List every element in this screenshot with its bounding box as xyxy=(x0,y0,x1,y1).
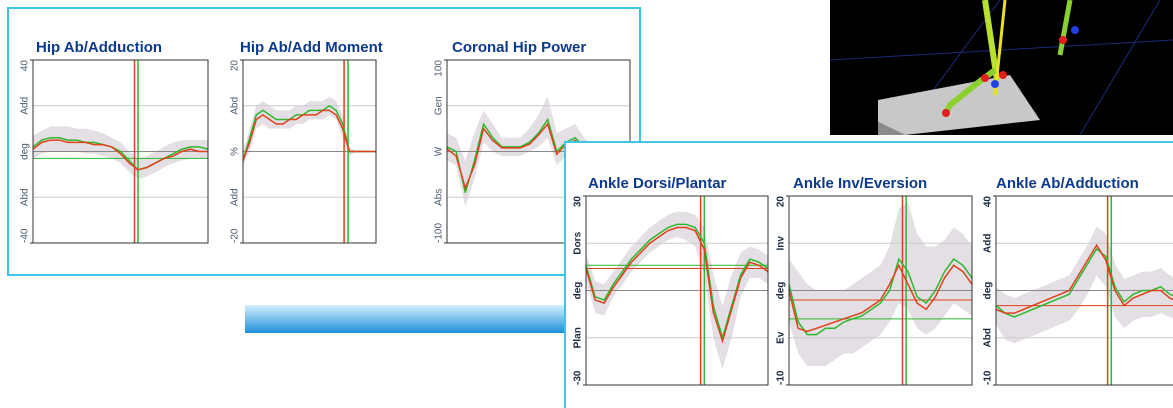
y-tick-label: -10 xyxy=(776,370,787,385)
chart-title: Coronal Hip Power xyxy=(452,39,586,56)
y-tick-label: Inv xyxy=(776,236,787,251)
normal-band xyxy=(243,96,376,166)
y-tick-label: -30 xyxy=(573,370,584,385)
chart: Ankle Dorsi/Plantar -30 Plan deg Dors 30 xyxy=(573,175,769,386)
chart-title: Ankle Inv/Eversion xyxy=(793,175,927,192)
chart-title: Hip Ab/Adduction xyxy=(36,39,162,56)
marker xyxy=(1071,26,1079,34)
y-tick-label: -10 xyxy=(983,370,994,385)
y-tick-label: Abs xyxy=(434,189,445,206)
chart: Ankle Ab/Adduction -10 Abd deg Add 40 xyxy=(983,175,1173,386)
plot-frame xyxy=(995,195,1173,386)
y-tick-label: -100 xyxy=(434,223,445,243)
gradient-bar xyxy=(245,305,570,333)
skeleton-view xyxy=(829,0,1173,136)
y-tick-label: deg xyxy=(20,143,31,160)
y-tick-label: Plan xyxy=(573,327,584,348)
y-tick-label: 40 xyxy=(20,60,31,72)
force-plate xyxy=(878,75,1040,135)
data-line xyxy=(788,263,973,333)
chart: Hip Ab/Add Moment -20 Add% Abd 20 xyxy=(230,39,383,244)
y-tick-label: 40 xyxy=(983,196,994,208)
force-plate-side xyxy=(878,122,905,135)
y-tick-label: deg xyxy=(573,282,584,300)
y-tick-label: -40 xyxy=(20,228,31,243)
data-line xyxy=(788,257,973,336)
data-line xyxy=(995,243,1173,314)
data-line xyxy=(32,139,208,171)
chart-title: Ankle Dorsi/Plantar xyxy=(588,175,727,192)
data-line xyxy=(32,137,209,171)
chart-title: Ankle Ab/Adduction xyxy=(996,175,1139,192)
marker xyxy=(999,71,1007,79)
data-line xyxy=(995,247,1173,318)
marker xyxy=(1059,36,1067,44)
floor-grid xyxy=(1079,0,1161,136)
y-tick-label: Abd xyxy=(230,97,241,115)
data-line xyxy=(585,223,769,341)
y-tick-label: Dors xyxy=(573,231,584,254)
normal-band xyxy=(789,202,972,367)
y-tick-label: 30 xyxy=(573,196,584,208)
y-tick-label: Gen xyxy=(434,96,445,115)
y-tick-label: Abd xyxy=(983,328,994,347)
marker xyxy=(991,80,999,88)
y-tick-label: Add xyxy=(983,234,994,253)
y-tick-label: Add xyxy=(230,188,241,206)
y-tick-label: Abd xyxy=(20,188,31,206)
y-tick-label: W xyxy=(434,146,445,156)
y-tick-label: -20 xyxy=(230,228,241,243)
y-tick-label: deg xyxy=(776,282,787,300)
plot-frame xyxy=(585,195,769,386)
marker xyxy=(981,74,989,82)
lower-panel: Ankle Dorsi/Plantar-30PlandegDors30Ankle… xyxy=(564,141,1173,408)
marker xyxy=(942,109,950,117)
leg xyxy=(1057,0,1073,56)
y-tick-label: 20 xyxy=(230,60,241,72)
normal-band xyxy=(586,211,768,370)
chart: Hip Ab/Adduction -40 Abd deg Add 40 xyxy=(20,39,209,244)
y-tick-label: deg xyxy=(983,282,994,300)
leg xyxy=(982,0,1000,81)
y-tick-label: 20 xyxy=(776,196,787,208)
y-tick-label: Ev xyxy=(776,331,787,344)
chart: Ankle Inv/Eversion -10 Ev deg Inv 20 xyxy=(776,175,973,386)
chart-title: Hip Ab/Add Moment xyxy=(240,39,383,56)
floor-grid xyxy=(829,39,1173,61)
normal-band xyxy=(996,226,1173,344)
y-tick-label: 100 xyxy=(434,60,445,77)
plot-frame xyxy=(242,59,377,244)
plot-frame xyxy=(32,59,209,244)
y-tick-label: % xyxy=(230,147,241,156)
data-line xyxy=(242,109,376,161)
data-line xyxy=(585,226,769,344)
force-vector xyxy=(993,0,1007,96)
y-tick-label: Add xyxy=(20,97,31,115)
plot-frame xyxy=(788,195,973,386)
